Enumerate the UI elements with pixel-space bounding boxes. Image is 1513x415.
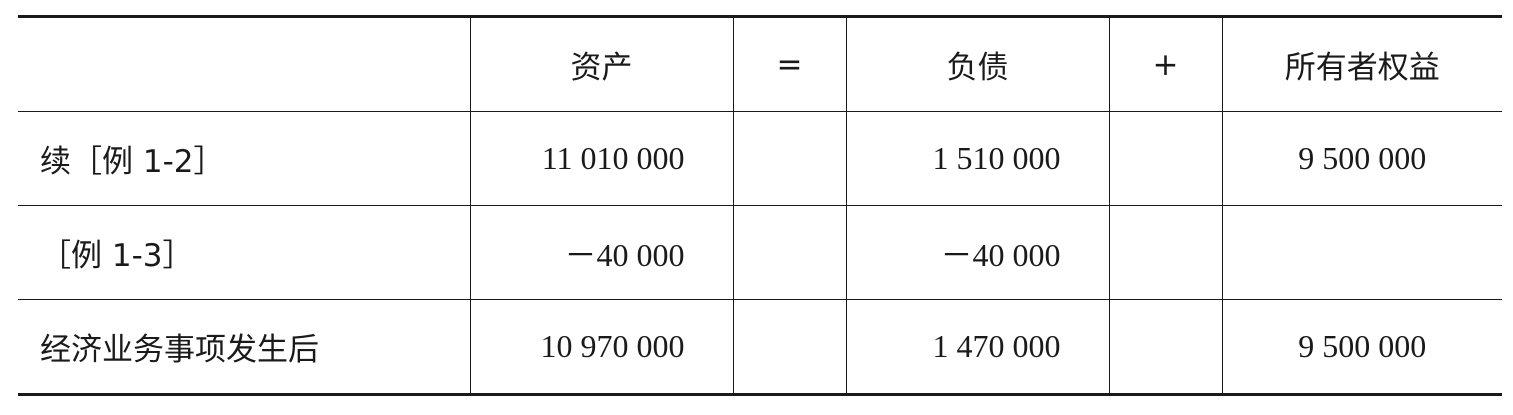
row-label: 续［例 1-2］ bbox=[18, 111, 471, 206]
row-label: ［例 1-3］ bbox=[18, 205, 471, 300]
equals-cell bbox=[732, 299, 847, 395]
table-row: 经济业务事项发生后 10 970 000 1 470 000 9 500 000 bbox=[18, 299, 1502, 395]
header-liabilities: 负债 bbox=[845, 16, 1110, 112]
plus-cell bbox=[1108, 205, 1223, 300]
equals-cell bbox=[732, 111, 847, 206]
assets-cell: －40 000 bbox=[469, 205, 734, 300]
header-assets: 资产 bbox=[469, 16, 734, 112]
liabilities-cell: 1 510 000 bbox=[845, 111, 1110, 206]
liabilities-cell: 1 470 000 bbox=[845, 299, 1110, 395]
header-equity: 所有者权益 bbox=[1221, 16, 1502, 112]
equals-cell bbox=[732, 205, 847, 300]
assets-cell: 11 010 000 bbox=[469, 111, 734, 206]
header-equals: = bbox=[732, 16, 847, 112]
liabilities-cell: －40 000 bbox=[845, 205, 1110, 300]
equity-cell bbox=[1221, 205, 1502, 300]
accounting-equation-table: 资产 = 负债 + 所有者权益 续［例 1-2］ 11 010 000 1 51… bbox=[18, 15, 1502, 396]
plus-cell bbox=[1108, 299, 1223, 395]
header-row: 资产 = 负债 + 所有者权益 bbox=[18, 16, 1502, 112]
equity-cell: 9 500 000 bbox=[1221, 299, 1502, 395]
table-row: 续［例 1-2］ 11 010 000 1 510 000 9 500 000 bbox=[18, 111, 1502, 206]
plus-cell bbox=[1108, 111, 1223, 206]
header-plus: + bbox=[1108, 16, 1223, 112]
equity-cell: 9 500 000 bbox=[1221, 111, 1502, 206]
header-blank bbox=[18, 16, 471, 112]
table-row: ［例 1-3］ －40 000 －40 000 bbox=[18, 205, 1502, 300]
assets-cell: 10 970 000 bbox=[469, 299, 734, 395]
row-label: 经济业务事项发生后 bbox=[18, 299, 471, 395]
